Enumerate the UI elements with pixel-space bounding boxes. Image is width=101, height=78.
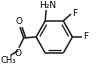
Text: O: O [15,49,22,58]
Text: F: F [72,9,77,18]
Text: H₂N: H₂N [39,1,57,10]
Text: O: O [16,17,23,26]
Text: CH₃: CH₃ [1,56,16,65]
Text: F: F [83,32,88,41]
